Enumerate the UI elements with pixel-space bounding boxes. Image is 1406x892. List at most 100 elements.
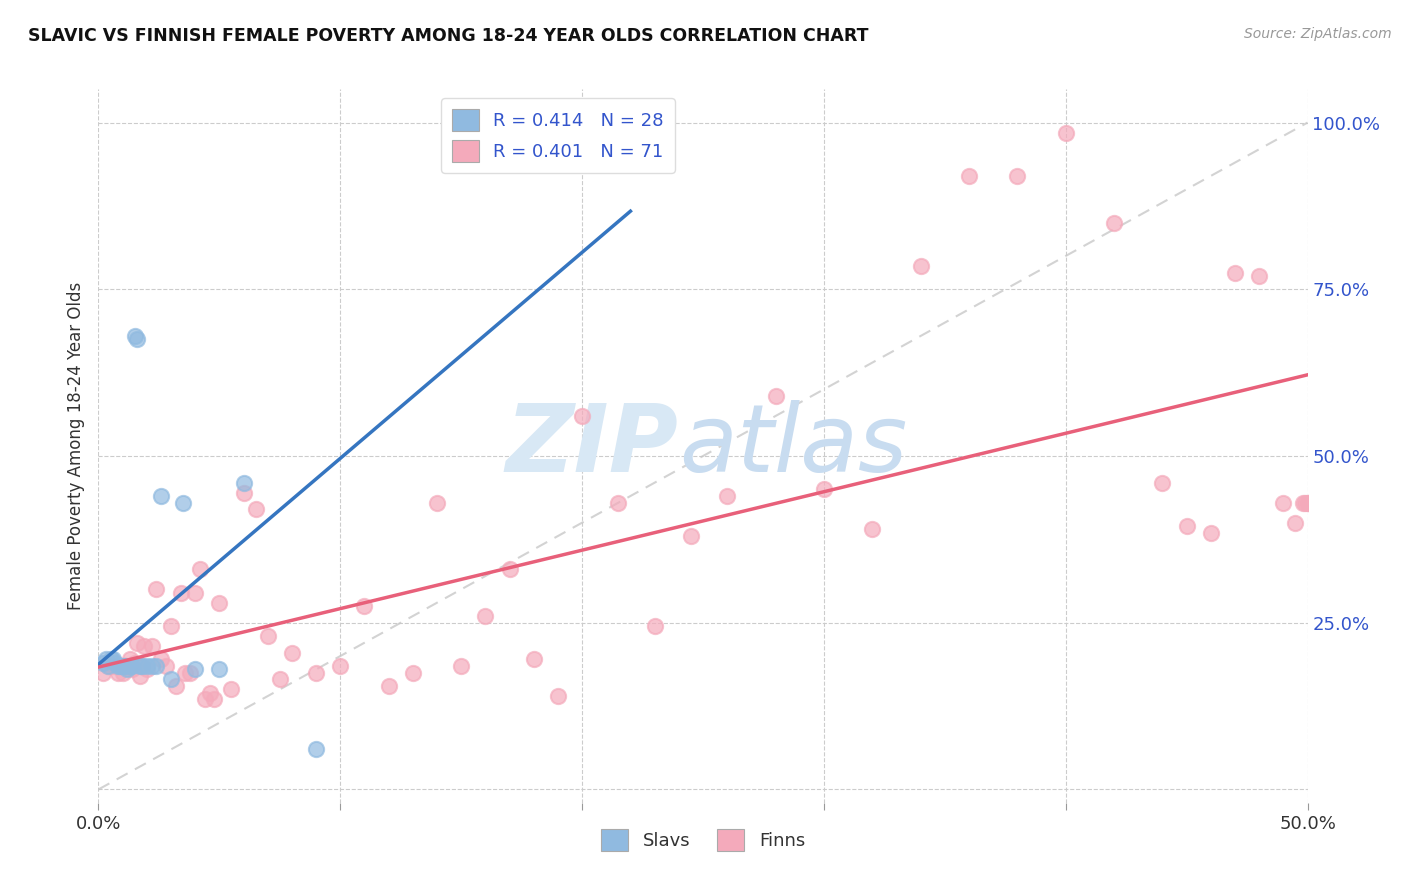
Finns [128,669,150,683]
Finns [1249,268,1271,283]
Legend: Slavs, Finns: Slavs, Finns [593,822,813,858]
Finns [179,665,201,680]
Finns [523,652,546,666]
Finns [353,599,375,613]
Finns [1296,496,1319,510]
Slavs [184,662,207,676]
Finns [204,692,226,706]
Text: ZIP: ZIP [506,400,679,492]
Finns [221,682,243,697]
Finns [155,659,177,673]
Slavs [145,659,167,673]
Slavs [128,659,150,673]
Finns [1292,496,1315,510]
Slavs [100,652,122,666]
Finns [118,652,141,666]
Finns [860,522,883,536]
Slavs [91,656,114,670]
Finns [111,665,134,680]
Finns [150,652,173,666]
Finns [165,679,187,693]
Finns [134,639,156,653]
Finns [1296,496,1319,510]
Finns [571,409,593,423]
Finns [1054,126,1077,140]
Finns [402,665,425,680]
Finns [114,659,136,673]
Finns [97,659,120,673]
Finns [1007,169,1029,183]
Slavs [131,659,153,673]
Finns [1294,496,1316,510]
Finns [679,529,702,543]
Finns [1102,216,1125,230]
Slavs [127,332,149,346]
Finns [135,662,157,676]
Slavs [305,742,328,756]
Finns [1223,266,1246,280]
Finns [329,659,352,673]
Finns [547,689,569,703]
Finns [450,659,472,673]
Slavs [118,659,141,673]
Text: Source: ZipAtlas.com: Source: ZipAtlas.com [1244,27,1392,41]
Slavs [121,659,143,673]
Finns [474,609,496,624]
Finns [188,562,211,576]
Slavs [124,329,146,343]
Slavs [94,652,117,666]
Finns [245,502,267,516]
Finns [208,596,231,610]
Finns [813,483,835,497]
Finns [1175,519,1198,533]
Slavs [160,673,183,687]
Finns [281,646,304,660]
Finns [145,582,167,597]
Finns [644,619,666,633]
Slavs [117,662,139,676]
Text: SLAVIC VS FINNISH FEMALE POVERTY AMONG 18-24 YEAR OLDS CORRELATION CHART: SLAVIC VS FINNISH FEMALE POVERTY AMONG 1… [28,27,869,45]
Text: atlas: atlas [679,401,907,491]
Slavs [107,659,129,673]
Finns [1152,475,1174,490]
Finns [716,489,738,503]
Slavs [101,652,124,666]
Slavs [208,662,231,676]
Finns [184,585,207,599]
Finns [910,259,932,273]
Y-axis label: Female Poverty Among 18-24 Year Olds: Female Poverty Among 18-24 Year Olds [66,282,84,610]
Slavs [172,496,194,510]
Slavs [104,656,127,670]
Finns [269,673,291,687]
Finns [101,659,124,673]
Finns [107,665,129,680]
Slavs [141,659,163,673]
Finns [141,639,163,653]
Finns [426,496,449,510]
Slavs [97,659,120,673]
Finns [256,629,278,643]
Finns [117,659,139,673]
Finns [127,636,149,650]
Slavs [135,659,157,673]
Finns [124,656,146,670]
Finns [305,665,328,680]
Finns [121,662,143,676]
Slavs [108,659,131,673]
Slavs [558,136,581,150]
Finns [1199,525,1222,540]
Finns [160,619,183,633]
Finns [498,562,520,576]
Finns [957,169,980,183]
Finns [377,679,399,693]
Slavs [111,659,134,673]
Finns [198,686,221,700]
Finns [1284,516,1306,530]
Slavs [232,475,254,490]
Finns [131,659,153,673]
Slavs [150,489,173,503]
Finns [169,585,191,599]
Finns [174,665,197,680]
Finns [91,665,114,680]
Finns [194,692,217,706]
